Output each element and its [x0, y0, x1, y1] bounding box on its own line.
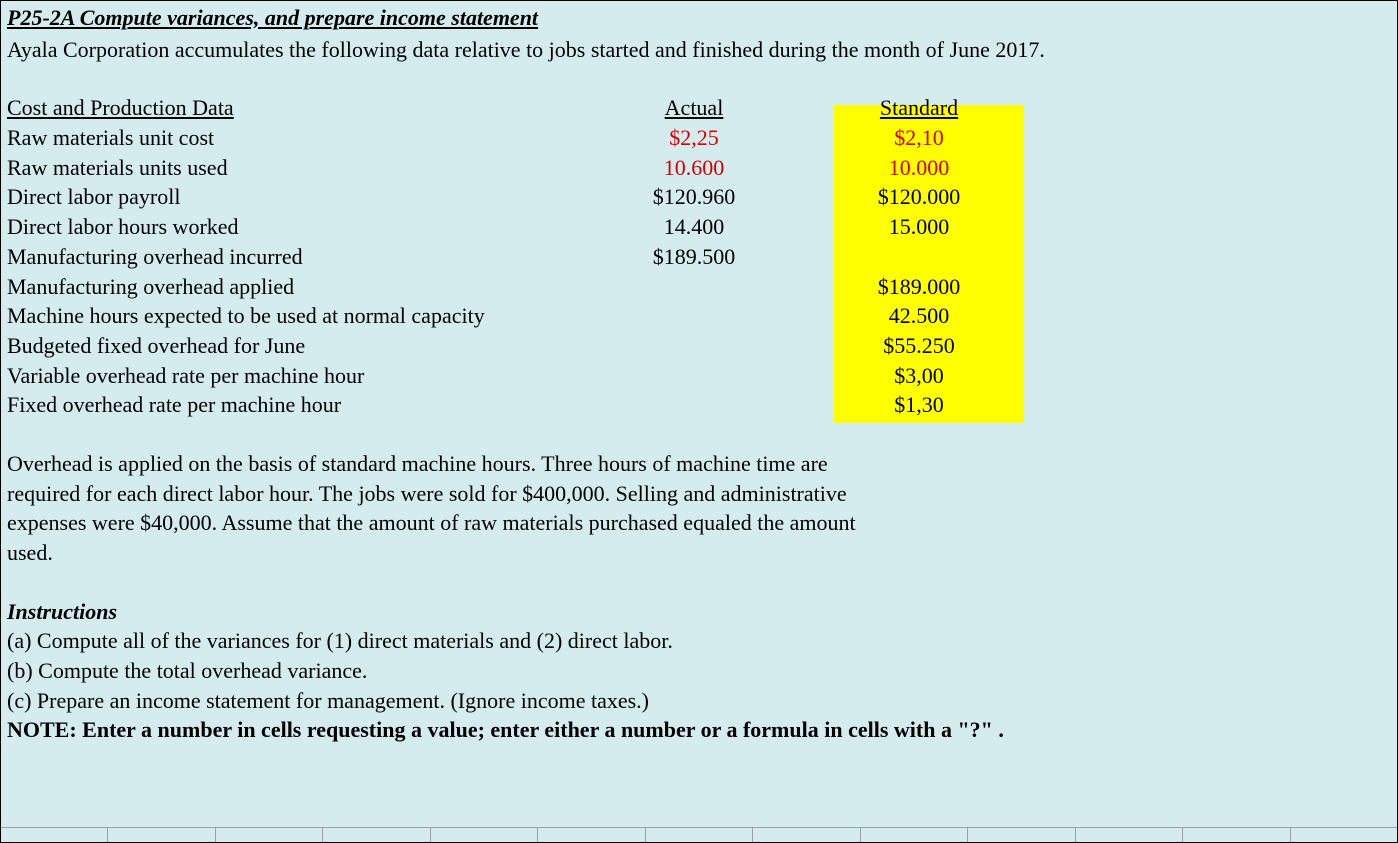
row-standard-value: $189.000 — [809, 272, 1029, 302]
data-table: Raw materials unit cost$2,25$2,10Raw mat… — [1, 123, 1397, 420]
row-actual-value: $2,25 — [579, 123, 809, 153]
row-label: Raw materials unit cost — [7, 123, 579, 153]
table-row: Manufacturing overhead applied $189.000 — [1, 272, 1397, 302]
row-actual-value: 10.600 — [579, 153, 809, 183]
table-row: Direct labor payroll$120.960$120.000 — [1, 182, 1397, 212]
row-label: Budgeted fixed overhead for June — [7, 331, 579, 361]
instructions-list: (a) Compute all of the variances for (1)… — [1, 626, 1397, 715]
col-header-actual: Actual — [579, 93, 809, 123]
row-standard-value: $55.250 — [809, 331, 1029, 361]
row-label: Direct labor payroll — [7, 182, 579, 212]
table-row: Fixed overhead rate per machine hour $1,3… — [1, 390, 1397, 420]
row-label: Raw materials units used — [7, 153, 579, 183]
row-actual-value — [579, 272, 809, 302]
row-standard-value: $2,10 — [809, 123, 1029, 153]
row-standard-value: 10.000 — [809, 153, 1029, 183]
table-header-row: Cost and Production Data Actual Standard — [1, 93, 1397, 123]
instruction-item: (a) Compute all of the variances for (1)… — [1, 626, 1397, 656]
row-actual-value: 14.400 — [579, 212, 809, 242]
instruction-item: (b) Compute the total overhead variance. — [1, 656, 1397, 686]
row-label: Direct labor hours worked — [7, 212, 579, 242]
row-actual-value — [579, 390, 809, 420]
intro-text: Ayala Corporation accumulates the follow… — [1, 33, 1397, 65]
row-standard-value: 42.500 — [809, 301, 1029, 331]
row-label: Manufacturing overhead incurred — [7, 242, 579, 272]
table-row: Raw materials units used10.60010.000 — [1, 153, 1397, 183]
instructions-heading: Instructions — [1, 597, 1397, 627]
row-standard-value: $3,00 — [809, 361, 1029, 391]
overhead-paragraph: Overhead is applied on the basis of stan… — [1, 449, 1397, 568]
paragraph-line: expenses were $40,000. Assume that the a… — [1, 508, 1397, 538]
row-actual-value — [579, 361, 809, 391]
worksheet: P25-2A Compute variances, and prepare in… — [0, 0, 1398, 843]
row-standard-value: 15.000 — [809, 212, 1029, 242]
table-row: Direct labor hours worked14.40015.000 — [1, 212, 1397, 242]
row-standard-value: $1,30 — [809, 390, 1029, 420]
row-label: Manufacturing overhead applied — [7, 272, 579, 302]
table-row: Manufacturing overhead incurred$189.500 — [1, 242, 1397, 272]
row-actual-value: $189.500 — [579, 242, 809, 272]
table-row: Raw materials unit cost$2,25$2,10 — [1, 123, 1397, 153]
col-header-label: Cost and Production Data — [7, 93, 579, 123]
paragraph-line: used. — [1, 538, 1397, 568]
row-actual-value — [579, 331, 809, 361]
spreadsheet-gridline — [1, 827, 1397, 842]
row-label: Fixed overhead rate per machine hour — [7, 390, 579, 420]
table-row: Machine hours expected to be used at nor… — [1, 301, 1397, 331]
row-label: Machine hours expected to be used at nor… — [7, 301, 579, 331]
paragraph-line: required for each direct labor hour. The… — [1, 479, 1397, 509]
row-actual-value — [579, 301, 809, 331]
row-label: Variable overhead rate per machine hour — [7, 361, 579, 391]
row-standard-value: $120.000 — [809, 182, 1029, 212]
instruction-item: (c) Prepare an income statement for mana… — [1, 686, 1397, 716]
table-row: Budgeted fixed overhead for June $55.250 — [1, 331, 1397, 361]
instructions-note: NOTE: Enter a number in cells requesting… — [1, 715, 1397, 745]
table-row: Variable overhead rate per machine hour $… — [1, 361, 1397, 391]
paragraph-line: Overhead is applied on the basis of stan… — [1, 449, 1397, 479]
col-header-standard: Standard — [809, 93, 1029, 123]
row-actual-value: $120.960 — [579, 182, 809, 212]
row-standard-value — [809, 242, 1029, 272]
problem-title: P25-2A Compute variances, and prepare in… — [1, 1, 1397, 33]
